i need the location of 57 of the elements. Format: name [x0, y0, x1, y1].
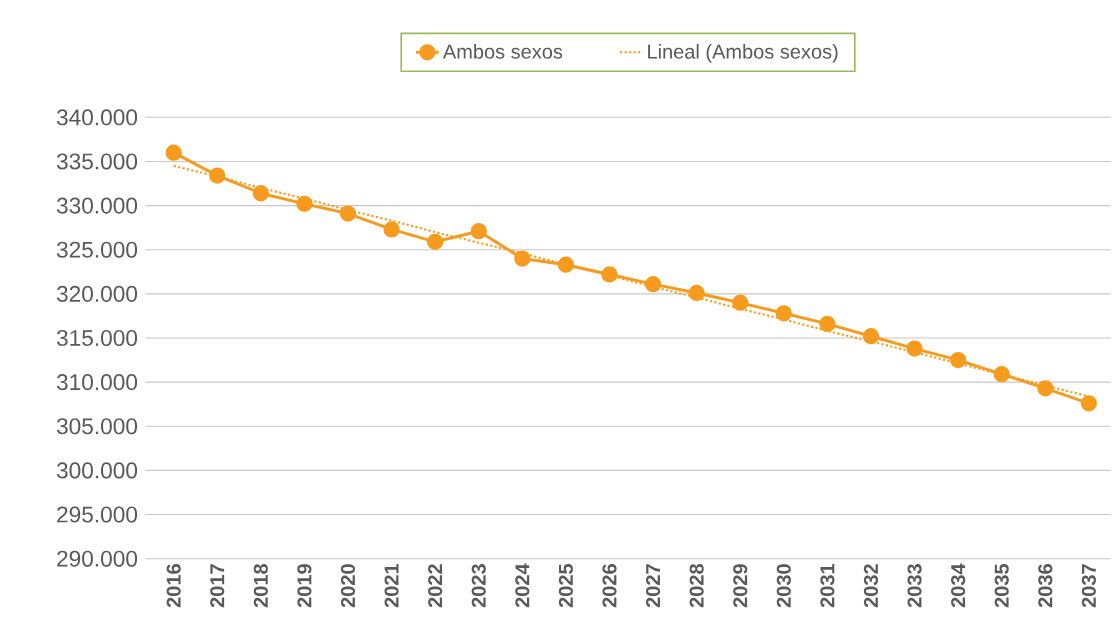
point	[775, 305, 792, 322]
x-tick-label: 2030	[776, 564, 791, 608]
y-tick-label: 310.000	[56, 374, 138, 391]
x-tick-label: 2028	[689, 564, 704, 608]
point	[339, 205, 357, 222]
x-tick-label: 2027	[645, 564, 661, 608]
x-tick-label: 2017	[210, 564, 225, 608]
y-tick-label: 330.000	[56, 197, 138, 214]
x-tick-label: 2035	[994, 563, 1009, 608]
point	[557, 256, 575, 273]
point	[644, 276, 662, 293]
x-tick-label: 2022	[428, 564, 443, 608]
point	[165, 144, 182, 161]
point	[819, 315, 836, 333]
point	[209, 167, 226, 184]
point	[252, 185, 269, 202]
x-tick-label: 2037	[1081, 564, 1096, 608]
x-tick-label: 2021	[384, 563, 399, 608]
point	[950, 351, 967, 369]
y-tick-label: 295.000	[57, 506, 138, 523]
point	[601, 266, 618, 283]
point	[1080, 395, 1098, 412]
x-tick-label: 2020	[340, 564, 356, 608]
y-tick-label: 335.000	[56, 153, 138, 170]
x-tick-label: 2023	[471, 564, 486, 608]
x-tick-label: 2016	[166, 564, 181, 608]
y-tick-label: 315.000	[56, 329, 138, 347]
x-tick-label: 2018	[253, 564, 268, 608]
x-tick-label: 2034	[951, 563, 966, 608]
point	[383, 221, 400, 238]
y-tick-label: 300.000	[56, 462, 138, 479]
x-tick-label: 2031	[820, 563, 835, 608]
y-tick-label: 320.000	[56, 285, 138, 302]
x-tick-label: 2024	[515, 563, 530, 608]
point	[862, 328, 880, 345]
point	[688, 284, 705, 302]
legend-label: Lineal (Ambos sexos)	[648, 44, 838, 63]
point	[906, 340, 923, 357]
legend-label: Ambos sexos	[442, 44, 563, 59]
y-tick-label: 340.000	[56, 109, 138, 126]
y-tick-label: 305.000	[56, 418, 138, 435]
x-tick-label: 2036	[1038, 564, 1053, 608]
point	[732, 294, 749, 311]
x-tick-label: 2019	[297, 564, 312, 608]
y-tick-label: 290.000	[57, 550, 138, 567]
point	[427, 233, 444, 250]
point	[993, 366, 1010, 383]
x-tick-label: 2026	[602, 564, 617, 608]
point	[296, 195, 313, 212]
point	[470, 223, 487, 240]
x-tick-label: 2029	[733, 564, 748, 608]
point	[1037, 380, 1054, 397]
x-tick-label: 2025	[558, 563, 573, 608]
y-tick-label: 325.000	[56, 241, 138, 258]
point	[514, 250, 531, 267]
x-tick-label: 2033	[907, 564, 922, 608]
x-tick-label: 2032	[863, 564, 879, 608]
